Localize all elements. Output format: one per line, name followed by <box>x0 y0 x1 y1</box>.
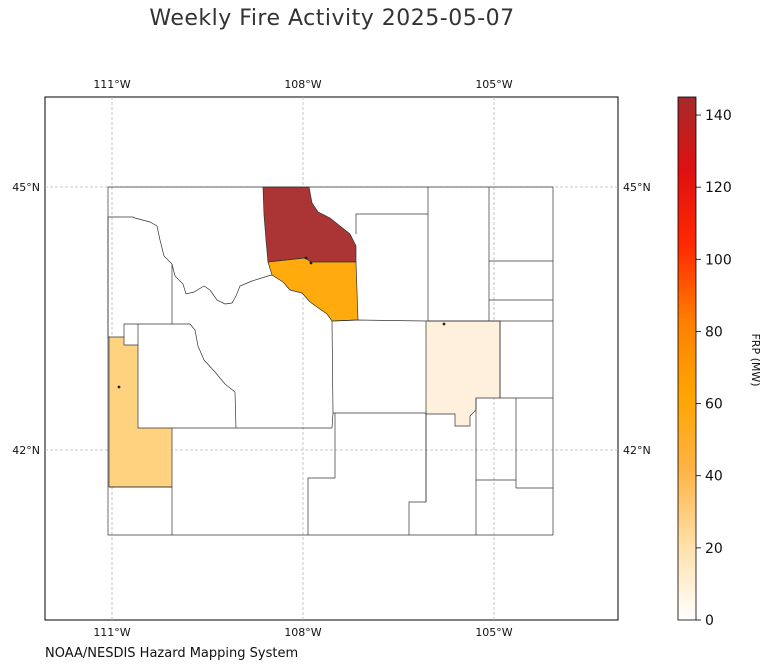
colorbar-tick-label: 60 <box>705 397 723 413</box>
lon-tick-bottom: 111°W <box>93 626 130 639</box>
credit-text: NOAA/NESDIS Hazard Mapping System <box>45 646 299 661</box>
lon-tick-bottom: 105°W <box>475 626 512 639</box>
county-park-fill <box>262 186 357 263</box>
colorbar-tick-label: 120 <box>705 180 732 196</box>
lat-tick-right: 45°N <box>623 181 651 194</box>
fire-point <box>309 261 313 265</box>
lat-tick-left: 45°N <box>12 181 40 194</box>
lon-tick-top: 111°W <box>93 78 130 91</box>
lat-tick-right: 42°N <box>623 444 651 457</box>
map-frame <box>44 96 619 621</box>
state-outline <box>107 186 554 536</box>
colorbar-tick-label: 0 <box>705 613 714 629</box>
fire-point <box>304 256 308 260</box>
lon-tick-top: 105°W <box>475 78 512 91</box>
fire-point <box>117 385 121 389</box>
map-title: Weekly Fire Activity 2025-05-07 <box>149 6 515 31</box>
colorbar-label: FRP (MW) <box>749 333 762 386</box>
county-boundaries <box>107 186 554 536</box>
fire-point <box>442 322 446 326</box>
lon-tick-top: 108°W <box>284 78 321 91</box>
colorbar-tick-label: 100 <box>705 252 732 268</box>
colorbar-tick-label: 140 <box>705 108 732 124</box>
colorbar-tick-label: 40 <box>705 469 723 485</box>
colorbar-tick-label: 20 <box>705 541 723 557</box>
fire-detections <box>117 256 446 389</box>
colorbar-tick-label: 80 <box>705 324 723 340</box>
lon-tick-bottom: 108°W <box>284 626 321 639</box>
lat-tick-left: 42°N <box>12 444 40 457</box>
colorbar <box>677 96 697 621</box>
